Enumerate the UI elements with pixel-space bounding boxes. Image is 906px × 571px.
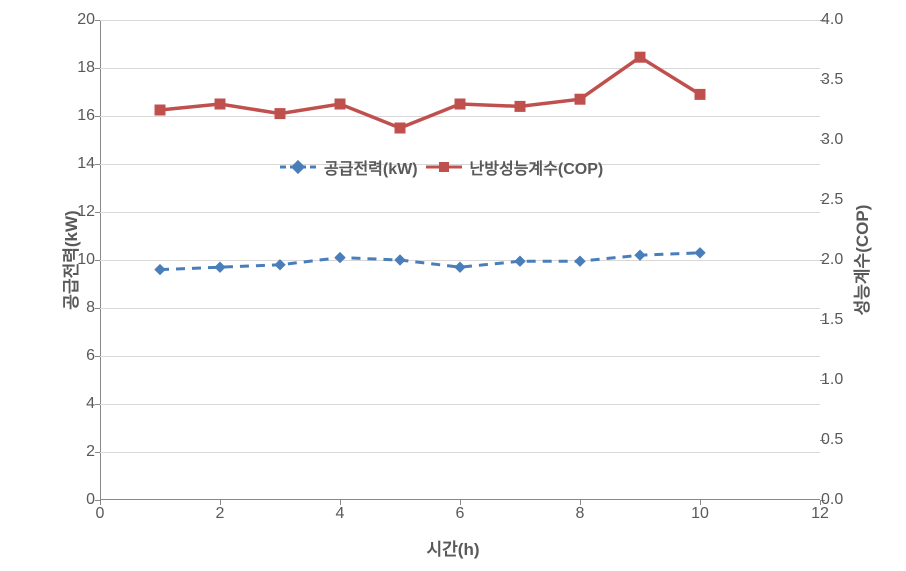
series-cop-marker <box>275 109 285 119</box>
series-power-marker <box>215 262 225 272</box>
series-power-marker <box>335 253 345 263</box>
series-cop-marker <box>515 101 525 111</box>
y-left-tick: 14 <box>70 155 95 173</box>
x-tick: 8 <box>565 505 595 523</box>
x-tick: 6 <box>445 505 475 523</box>
series-power-line <box>160 253 700 270</box>
series-cop-marker <box>215 99 225 109</box>
series-cop-marker <box>455 99 465 109</box>
series-power-marker <box>695 248 705 258</box>
x-tick: 10 <box>685 505 715 523</box>
series-power-marker <box>155 265 165 275</box>
y-left-tick: 6 <box>70 347 95 365</box>
series-power-marker <box>455 262 465 272</box>
series-power-marker <box>635 250 645 260</box>
x-tick: 2 <box>205 505 235 523</box>
y-axis-left-label: 공급전력(kW) <box>57 210 82 309</box>
y-left-tick: 2 <box>70 443 95 461</box>
x-tick: 0 <box>85 505 115 523</box>
series-cop-marker <box>395 123 405 133</box>
y-right-tick: 4.0 <box>821 11 861 29</box>
series-power-marker <box>515 256 525 266</box>
series-cop-marker <box>695 89 705 99</box>
chart-container: 02468101214161820 0.00.51.01.52.02.53.03… <box>0 0 906 571</box>
x-tick: 4 <box>325 505 355 523</box>
y-left-tick: 20 <box>70 11 95 29</box>
y-right-tick: 3.0 <box>821 131 861 149</box>
series-power-marker <box>275 260 285 270</box>
y-right-tick: 0.5 <box>821 431 861 449</box>
series-cop-marker <box>155 105 165 115</box>
y-right-tick: 1.0 <box>821 371 861 389</box>
series-cop-marker <box>335 99 345 109</box>
y-left-tick: 4 <box>70 395 95 413</box>
y-left-tick: 16 <box>70 107 95 125</box>
series-cop-marker <box>575 94 585 104</box>
series-cop-line <box>160 57 700 128</box>
y-axis-right-label: 성능계수(COP) <box>848 205 873 316</box>
y-right-tick: 3.5 <box>821 71 861 89</box>
x-tick: 12 <box>805 505 835 523</box>
series-cop-marker <box>635 52 645 62</box>
y-left-tick: 18 <box>70 59 95 77</box>
x-axis-label: 시간(h) <box>427 535 480 560</box>
chart-series <box>100 20 820 500</box>
series-power-marker <box>575 256 585 266</box>
series-power-marker <box>395 255 405 265</box>
